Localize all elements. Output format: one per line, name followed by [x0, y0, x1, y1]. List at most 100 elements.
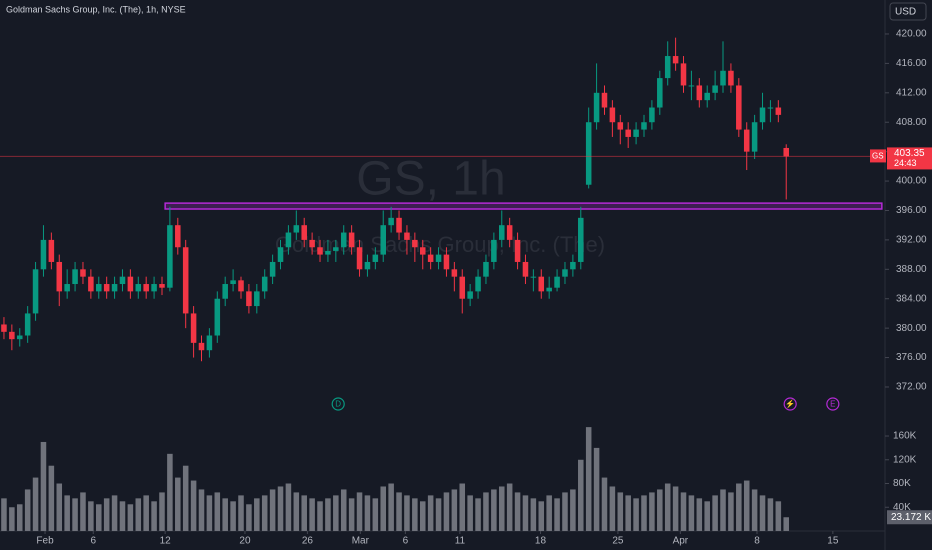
y-tick-label: 408.00 [896, 117, 927, 128]
volume-bar [578, 459, 584, 531]
event-label: D [335, 400, 341, 409]
candle-body [198, 342, 205, 351]
candle-body [151, 284, 157, 292]
candle-body [609, 107, 616, 123]
candle-body [483, 261, 489, 277]
candle-body [649, 107, 655, 123]
candle-body [96, 284, 102, 292]
v-tick-label: 40K [893, 502, 911, 513]
volume-bar [356, 492, 363, 531]
candle-body [333, 247, 339, 251]
candle-body [530, 276, 537, 278]
volume-bar [56, 483, 63, 531]
candle-body [301, 225, 307, 240]
volume-bar [419, 501, 426, 531]
candle-body [546, 287, 552, 292]
event-label: E [830, 400, 835, 409]
candle-body [40, 239, 47, 270]
volume-bar [159, 492, 165, 531]
candle-body [48, 239, 55, 262]
candle-body [657, 78, 663, 108]
volume-bar [459, 483, 466, 531]
volume-bar [609, 486, 616, 531]
candle-body [88, 276, 94, 292]
volume-bar [317, 501, 323, 531]
y-tick-label: 372.00 [896, 382, 927, 393]
volume-bar [514, 492, 521, 531]
candle-body [269, 261, 276, 277]
currency-box[interactable] [889, 2, 927, 21]
volume-bar [1, 498, 7, 531]
candle-body [562, 269, 568, 277]
candle-body [593, 92, 600, 123]
volume-bar [435, 498, 442, 531]
candle-body [419, 247, 426, 255]
volume-bar [261, 495, 268, 531]
volume-bar [601, 477, 608, 531]
volume-bar [80, 492, 86, 531]
candle-body [506, 225, 513, 240]
volume-bar [443, 492, 450, 531]
volume-bar [325, 498, 331, 531]
candle-body [759, 107, 766, 123]
volume-bar [475, 498, 481, 531]
y-tick-label: 376.00 [896, 352, 927, 363]
volume-bar [143, 495, 149, 531]
volume-label-bg [887, 510, 932, 525]
candle-body [712, 85, 718, 93]
candle-body [720, 70, 726, 86]
volume-bar [554, 498, 560, 531]
y-tick-label: 420.00 [896, 29, 927, 40]
x-tick-label: 12 [160, 536, 172, 547]
volume-bar [88, 501, 94, 531]
volume-bar [657, 489, 663, 531]
candle-body [396, 217, 402, 233]
volume-bar [380, 486, 387, 531]
volume-bar [246, 504, 252, 531]
currency[interactable]: USD [895, 7, 916, 18]
volume-bar [728, 492, 734, 531]
candle-body [783, 147, 789, 157]
volume-bar [751, 489, 758, 531]
y-tick-label: 384.00 [896, 293, 927, 304]
candle-body [498, 225, 505, 240]
volume-bar [704, 501, 710, 531]
volume-bar [24, 489, 31, 531]
volume-bar [743, 480, 750, 531]
volume-bar [427, 495, 434, 531]
candle-body [9, 331, 15, 340]
candle-body [56, 261, 63, 292]
volume-bar [48, 465, 55, 531]
candle-body [246, 291, 252, 307]
candle-body [238, 280, 244, 292]
candle-body [672, 56, 679, 64]
candle-body [72, 269, 78, 285]
x-tick-label: 26 [302, 536, 314, 547]
volume-bar [119, 501, 126, 531]
volume-bar [467, 495, 473, 531]
candle-body [427, 254, 434, 262]
volume-bar [562, 492, 568, 531]
price-label-bg [887, 147, 932, 170]
volume-bar [167, 453, 173, 531]
candle-body [143, 284, 149, 292]
volume-bar [664, 483, 671, 531]
watermark: GS, 1h [356, 153, 505, 206]
candle-body [578, 217, 584, 262]
y-tick-label: 388.00 [896, 264, 927, 275]
candle-body [775, 107, 782, 115]
volume-bar [103, 498, 110, 531]
volume-bar [570, 489, 576, 531]
candle-body [167, 225, 173, 288]
candle-body [24, 313, 31, 336]
volume-bar [641, 495, 647, 531]
y-tick-label: 380.00 [896, 323, 927, 334]
candle-body [372, 254, 379, 262]
candle-body [743, 129, 750, 152]
volume-bar [388, 483, 394, 531]
candle-body [617, 122, 624, 130]
y-tick-label: 392.00 [896, 235, 927, 246]
candle-body [696, 85, 703, 101]
volume-bar [190, 480, 197, 531]
volume-bar [783, 517, 789, 531]
